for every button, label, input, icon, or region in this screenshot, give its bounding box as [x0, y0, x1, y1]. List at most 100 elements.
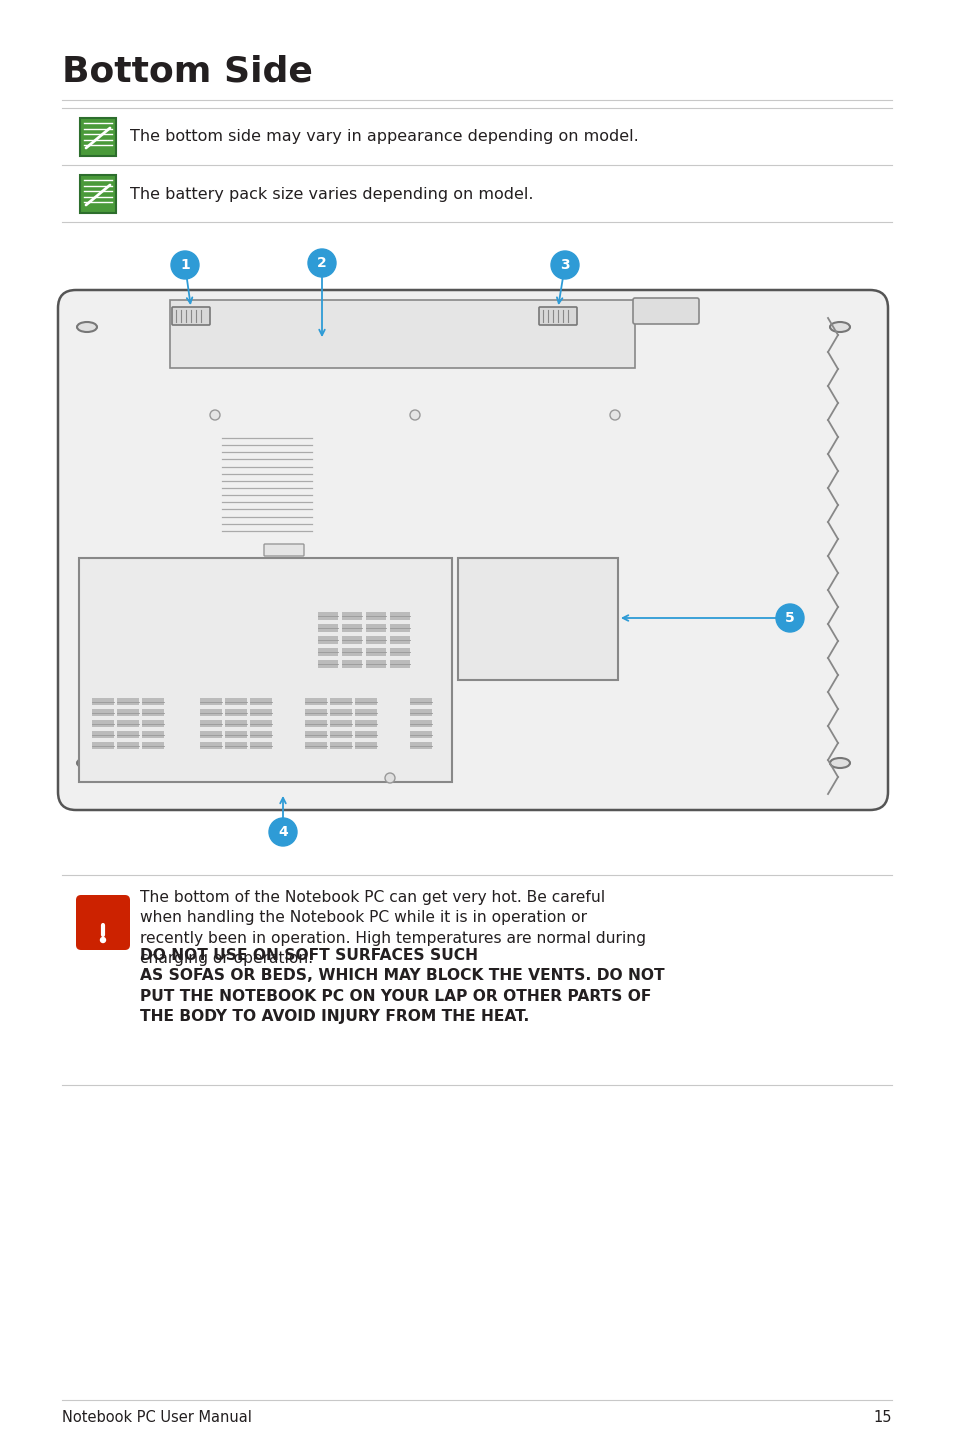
FancyBboxPatch shape: [355, 709, 376, 716]
FancyBboxPatch shape: [172, 306, 210, 325]
FancyBboxPatch shape: [250, 742, 272, 749]
FancyBboxPatch shape: [79, 558, 452, 782]
FancyBboxPatch shape: [264, 544, 304, 557]
FancyBboxPatch shape: [390, 649, 410, 656]
FancyBboxPatch shape: [410, 731, 432, 738]
FancyBboxPatch shape: [170, 301, 635, 368]
FancyBboxPatch shape: [317, 613, 337, 620]
FancyBboxPatch shape: [250, 720, 272, 728]
Circle shape: [171, 252, 199, 279]
Text: DO NOT USE ON SOFT SURFACES SUCH
AS SOFAS OR BEDS, WHICH MAY BLOCK THE VENTS. DO: DO NOT USE ON SOFT SURFACES SUCH AS SOFA…: [140, 948, 664, 1024]
FancyBboxPatch shape: [225, 742, 247, 749]
FancyBboxPatch shape: [225, 709, 247, 716]
Ellipse shape: [829, 758, 849, 768]
Circle shape: [269, 818, 296, 846]
FancyBboxPatch shape: [305, 697, 327, 705]
FancyBboxPatch shape: [355, 720, 376, 728]
FancyBboxPatch shape: [410, 709, 432, 716]
FancyBboxPatch shape: [317, 624, 337, 631]
FancyBboxPatch shape: [390, 624, 410, 631]
Circle shape: [385, 774, 395, 784]
FancyBboxPatch shape: [305, 742, 327, 749]
FancyBboxPatch shape: [330, 720, 352, 728]
FancyBboxPatch shape: [91, 709, 113, 716]
FancyBboxPatch shape: [225, 731, 247, 738]
FancyBboxPatch shape: [366, 624, 386, 631]
FancyBboxPatch shape: [225, 697, 247, 705]
FancyBboxPatch shape: [538, 306, 577, 325]
FancyBboxPatch shape: [317, 636, 337, 644]
FancyBboxPatch shape: [390, 613, 410, 620]
FancyBboxPatch shape: [200, 720, 222, 728]
FancyBboxPatch shape: [410, 697, 432, 705]
FancyBboxPatch shape: [142, 742, 164, 749]
FancyBboxPatch shape: [200, 731, 222, 738]
FancyBboxPatch shape: [112, 902, 120, 916]
FancyBboxPatch shape: [80, 175, 116, 213]
FancyBboxPatch shape: [366, 636, 386, 644]
FancyBboxPatch shape: [317, 660, 337, 669]
FancyBboxPatch shape: [250, 709, 272, 716]
FancyBboxPatch shape: [117, 742, 139, 749]
FancyBboxPatch shape: [457, 558, 618, 680]
FancyBboxPatch shape: [355, 742, 376, 749]
Ellipse shape: [829, 322, 849, 332]
FancyBboxPatch shape: [200, 709, 222, 716]
FancyBboxPatch shape: [330, 697, 352, 705]
Text: 3: 3: [559, 257, 569, 272]
FancyBboxPatch shape: [91, 697, 113, 705]
FancyBboxPatch shape: [250, 731, 272, 738]
FancyBboxPatch shape: [117, 720, 139, 728]
Circle shape: [308, 249, 335, 278]
FancyBboxPatch shape: [91, 731, 113, 738]
FancyBboxPatch shape: [366, 660, 386, 669]
FancyBboxPatch shape: [94, 902, 102, 916]
FancyBboxPatch shape: [200, 742, 222, 749]
FancyBboxPatch shape: [142, 709, 164, 716]
Text: The battery pack size varies depending on model.: The battery pack size varies depending o…: [130, 187, 533, 201]
FancyBboxPatch shape: [250, 697, 272, 705]
Circle shape: [775, 604, 803, 631]
Circle shape: [100, 938, 106, 942]
FancyBboxPatch shape: [100, 902, 108, 916]
FancyBboxPatch shape: [341, 660, 361, 669]
FancyBboxPatch shape: [410, 720, 432, 728]
FancyBboxPatch shape: [355, 731, 376, 738]
FancyBboxPatch shape: [91, 720, 113, 728]
FancyBboxPatch shape: [330, 709, 352, 716]
Circle shape: [551, 252, 578, 279]
Text: The bottom side may vary in appearance depending on model.: The bottom side may vary in appearance d…: [130, 129, 639, 144]
FancyBboxPatch shape: [390, 636, 410, 644]
FancyBboxPatch shape: [341, 649, 361, 656]
FancyBboxPatch shape: [142, 697, 164, 705]
Text: 4: 4: [278, 825, 288, 838]
Text: The bottom of the Notebook PC can get very hot. Be careful
when handling the Not: The bottom of the Notebook PC can get ve…: [140, 890, 645, 966]
FancyBboxPatch shape: [58, 290, 887, 810]
FancyBboxPatch shape: [200, 697, 222, 705]
Text: Bottom Side: Bottom Side: [62, 55, 313, 89]
FancyBboxPatch shape: [80, 118, 116, 155]
FancyBboxPatch shape: [317, 649, 337, 656]
Circle shape: [410, 410, 419, 420]
FancyBboxPatch shape: [305, 709, 327, 716]
FancyBboxPatch shape: [106, 902, 113, 916]
FancyBboxPatch shape: [390, 660, 410, 669]
FancyBboxPatch shape: [410, 742, 432, 749]
FancyBboxPatch shape: [366, 613, 386, 620]
FancyBboxPatch shape: [633, 298, 699, 324]
Text: 1: 1: [180, 257, 190, 272]
FancyBboxPatch shape: [225, 720, 247, 728]
Circle shape: [210, 410, 220, 420]
Text: Notebook PC User Manual: Notebook PC User Manual: [62, 1411, 252, 1425]
FancyBboxPatch shape: [330, 742, 352, 749]
FancyBboxPatch shape: [305, 731, 327, 738]
FancyBboxPatch shape: [117, 697, 139, 705]
Text: 5: 5: [784, 611, 794, 626]
Ellipse shape: [77, 322, 97, 332]
FancyBboxPatch shape: [142, 731, 164, 738]
FancyBboxPatch shape: [341, 624, 361, 631]
FancyBboxPatch shape: [76, 894, 130, 951]
Circle shape: [609, 410, 619, 420]
FancyBboxPatch shape: [330, 731, 352, 738]
Ellipse shape: [77, 758, 97, 768]
